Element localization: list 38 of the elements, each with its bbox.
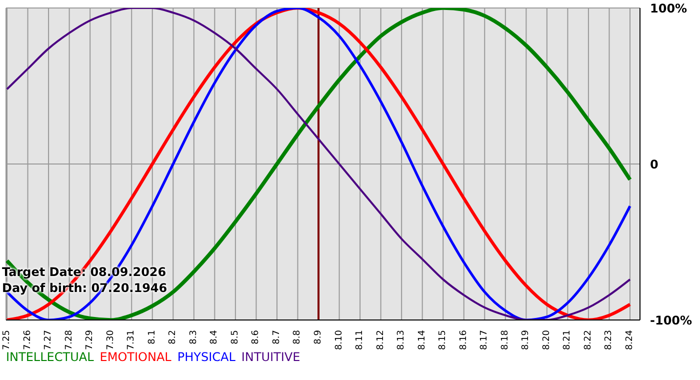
x-tick-label: 8.12 (376, 330, 386, 350)
x-tick-label: 8.5 (230, 330, 240, 344)
x-tick-label: 8.10 (334, 330, 344, 350)
x-tick-label: 8.4 (210, 330, 220, 344)
x-tick-label: 8.11 (355, 330, 366, 350)
x-tick-label: 7.27 (44, 330, 54, 350)
x-tick-label: 8.14 (417, 330, 428, 350)
x-tick-label: 7.25 (2, 330, 12, 350)
x-tick-label: 7.30 (106, 330, 116, 350)
y-tick-label: 100% (650, 1, 688, 16)
text: INTELLECTUAL (6, 350, 94, 364)
text: PHYSICAL (177, 350, 236, 364)
x-tick-label: 8.9 (314, 330, 324, 344)
x-tick-label: 8.15 (438, 330, 448, 350)
x-tick-label: 8.18 (500, 330, 510, 350)
x-tick-label: 8.24 (625, 330, 635, 350)
x-tick-label: 8.13 (396, 330, 407, 350)
x-tick-label: 8.19 (521, 330, 532, 350)
x-tick-label: 8.16 (458, 330, 469, 350)
x-tick-label: 7.26 (22, 330, 33, 350)
x-tick-label: 7.31 (126, 330, 137, 350)
x-tick-label: 8.20 (542, 330, 552, 350)
x-tick-label: 8.23 (604, 330, 614, 350)
x-tick-label: 8.3 (188, 330, 199, 344)
x-tick-label: 8.21 (562, 330, 573, 350)
x-tick-label: 8.17 (480, 330, 490, 350)
text: INTUITIVE (241, 350, 300, 364)
x-tick-label: 8.2 (168, 330, 178, 344)
x-tick-label: 8.6 (251, 330, 262, 344)
x-tick-label: 8.8 (292, 330, 303, 344)
text: EMOTIONAL (100, 350, 172, 364)
x-tick-label: 7.28 (64, 330, 74, 350)
x-tick-label: 8.22 (583, 330, 594, 350)
x-tick-label: 8.7 (272, 330, 282, 344)
x-tick-label: 7.29 (85, 330, 96, 350)
y-tick-label: -100% (650, 313, 692, 328)
y-tick-label: 0 (650, 157, 658, 172)
x-tick-label: 8.1 (147, 330, 158, 344)
